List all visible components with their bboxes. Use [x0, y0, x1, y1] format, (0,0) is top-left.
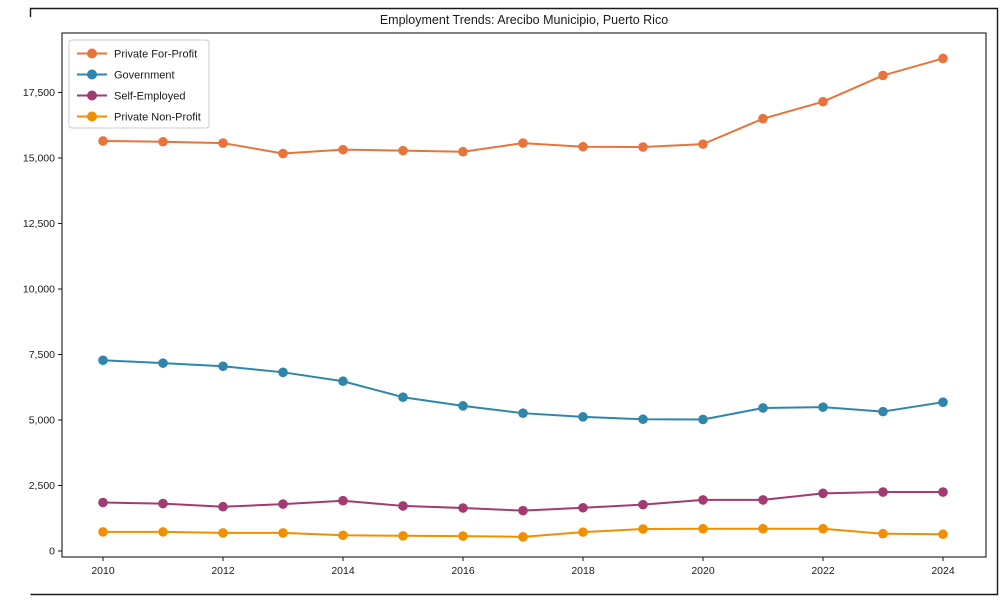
data-point-self-employed — [818, 488, 828, 499]
legend-marker-icon — [87, 48, 97, 59]
y-tick-label: 5,000 — [29, 415, 55, 427]
legend: Private For-Profit Government Self-Employe… — [68, 39, 210, 129]
data-point-private-non-profit — [458, 531, 468, 541]
legend-marker-icon — [87, 69, 97, 80]
data-point-government — [158, 358, 168, 368]
data-point-self-employed — [218, 501, 228, 512]
data-point-private-non-profit — [338, 530, 348, 541]
data-point-self-employed — [458, 503, 468, 513]
data-point-private-for-profit — [278, 148, 288, 159]
legend-label: Private Non-Profit — [114, 112, 201, 124]
x-tick-label: 2024 — [931, 565, 955, 577]
x-tick-label: 2018 — [571, 565, 595, 577]
data-point-private-non-profit — [938, 529, 948, 540]
data-point-private-non-profit — [698, 523, 708, 534]
legend-item-private-for-profit: Private For-Profit — [77, 48, 197, 61]
y-tick-label: 0 — [49, 546, 55, 558]
data-point-private-for-profit — [638, 142, 648, 152]
y-tick-label: 15,000 — [23, 153, 55, 165]
data-point-self-employed — [698, 495, 708, 505]
y-tick-label: 7,500 — [29, 349, 55, 361]
data-point-private-non-profit — [218, 528, 228, 538]
y-tick-label: 12,500 — [23, 218, 55, 230]
data-point-private-for-profit — [458, 146, 468, 157]
x-tick-label: 2022 — [811, 565, 835, 577]
data-point-government — [758, 403, 768, 413]
data-point-private-non-profit — [98, 527, 108, 537]
data-point-government — [698, 414, 708, 425]
x-tick-label: 2012 — [211, 565, 235, 577]
data-point-self-employed — [398, 501, 408, 511]
y-tick-label: 17,500 — [23, 87, 55, 99]
data-point-government — [818, 402, 828, 412]
data-point-private-non-profit — [158, 527, 168, 537]
data-point-self-employed — [338, 495, 348, 506]
data-point-private-for-profit — [158, 136, 168, 147]
data-point-government — [458, 401, 468, 411]
data-point-government — [398, 392, 408, 403]
data-point-private-for-profit — [338, 144, 348, 155]
data-point-private-for-profit — [818, 96, 828, 107]
data-point-private-non-profit — [278, 528, 288, 538]
data-point-private-for-profit — [398, 145, 408, 156]
legend-label: Private For-Profit — [114, 49, 197, 61]
data-point-self-employed — [758, 495, 768, 505]
data-point-self-employed — [278, 499, 288, 509]
legend-item-private-non-profit: Private Non-Profit — [77, 111, 201, 124]
legend-marker-icon — [87, 90, 97, 101]
data-point-self-employed — [938, 487, 948, 497]
data-point-government — [338, 376, 348, 387]
data-point-government — [878, 406, 888, 417]
x-tick-label: 2016 — [451, 565, 475, 577]
data-point-private-for-profit — [698, 139, 708, 149]
x-tick-label: 2010 — [91, 565, 115, 577]
data-point-government — [938, 397, 948, 407]
legend-item-government: Government — [77, 69, 175, 82]
data-point-private-non-profit — [578, 527, 588, 537]
legend-frame — [68, 39, 210, 129]
y-axis-ticks: 0 2,500 5,000 7,500 10,000 12,500 15,000 17,500 — [23, 87, 62, 558]
data-point-self-employed — [578, 502, 588, 513]
x-axis-ticks: 2010 2012 2014 2016 2018 2020 2022 2024 — [91, 557, 955, 577]
data-point-self-employed — [878, 487, 888, 497]
data-point-self-employed — [158, 498, 168, 509]
figure-border — [29, 7, 999, 596]
data-point-government — [218, 361, 228, 372]
data-point-government — [638, 414, 648, 425]
data-point-government — [98, 355, 108, 366]
data-point-self-employed — [98, 497, 108, 508]
x-tick-label: 2020 — [691, 565, 715, 577]
data-point-private-for-profit — [578, 141, 588, 152]
data-point-private-for-profit — [878, 70, 888, 81]
data-point-government — [278, 367, 288, 378]
data-point-private-for-profit — [518, 138, 528, 148]
data-point-private-non-profit — [398, 531, 408, 541]
legend-marker-icon — [87, 111, 97, 122]
chart-title: Employment Trends: Arecibo Municipio, Pu… — [380, 13, 668, 27]
legend-item-self-employed: Self-Employed — [77, 90, 186, 103]
data-point-private-non-profit — [518, 532, 528, 542]
y-tick-label: 2,500 — [29, 480, 55, 492]
legend-label: Self-Employed — [114, 91, 186, 103]
data-point-private-non-profit — [638, 524, 648, 534]
series-group — [98, 53, 948, 542]
data-point-private-non-profit — [758, 523, 768, 534]
data-point-private-for-profit — [938, 53, 948, 64]
axes-frame — [61, 32, 987, 558]
data-point-self-employed — [638, 499, 648, 510]
data-point-private-non-profit — [878, 528, 888, 539]
data-point-government — [518, 408, 528, 418]
data-point-private-for-profit — [98, 136, 108, 146]
y-tick-label: 10,000 — [23, 284, 55, 296]
data-point-private-for-profit — [218, 138, 228, 148]
x-tick-label: 2014 — [331, 565, 355, 577]
data-point-self-employed — [518, 505, 528, 516]
data-point-private-for-profit — [758, 113, 768, 124]
legend-label: Government — [114, 70, 175, 82]
data-point-private-non-profit — [818, 523, 828, 534]
data-point-government — [578, 412, 588, 422]
